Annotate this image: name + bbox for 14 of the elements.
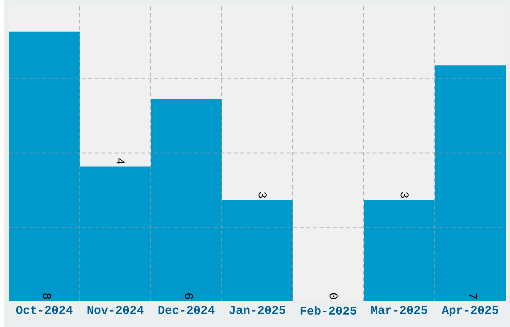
data-label: 6	[185, 294, 194, 300]
data-label: 0	[330, 293, 338, 300]
x-tick-label: Mar-2025	[372, 306, 428, 314]
data-label: 7	[469, 294, 478, 299]
x-tick-label: Apr-2025	[442, 306, 498, 316]
x-tick-label: Feb-2025	[300, 306, 356, 315]
data-label: 8	[43, 293, 52, 300]
x-tick-label: Oct-2024	[16, 306, 73, 314]
x-tick-label: Dec-2024	[158, 306, 215, 314]
data-label: 3	[400, 192, 409, 198]
data-label: 3	[258, 192, 267, 198]
x-tick-label: Jan-2025	[230, 306, 286, 314]
x-tick-label: Nov-2024	[88, 306, 144, 314]
data-label: 4	[116, 158, 125, 164]
